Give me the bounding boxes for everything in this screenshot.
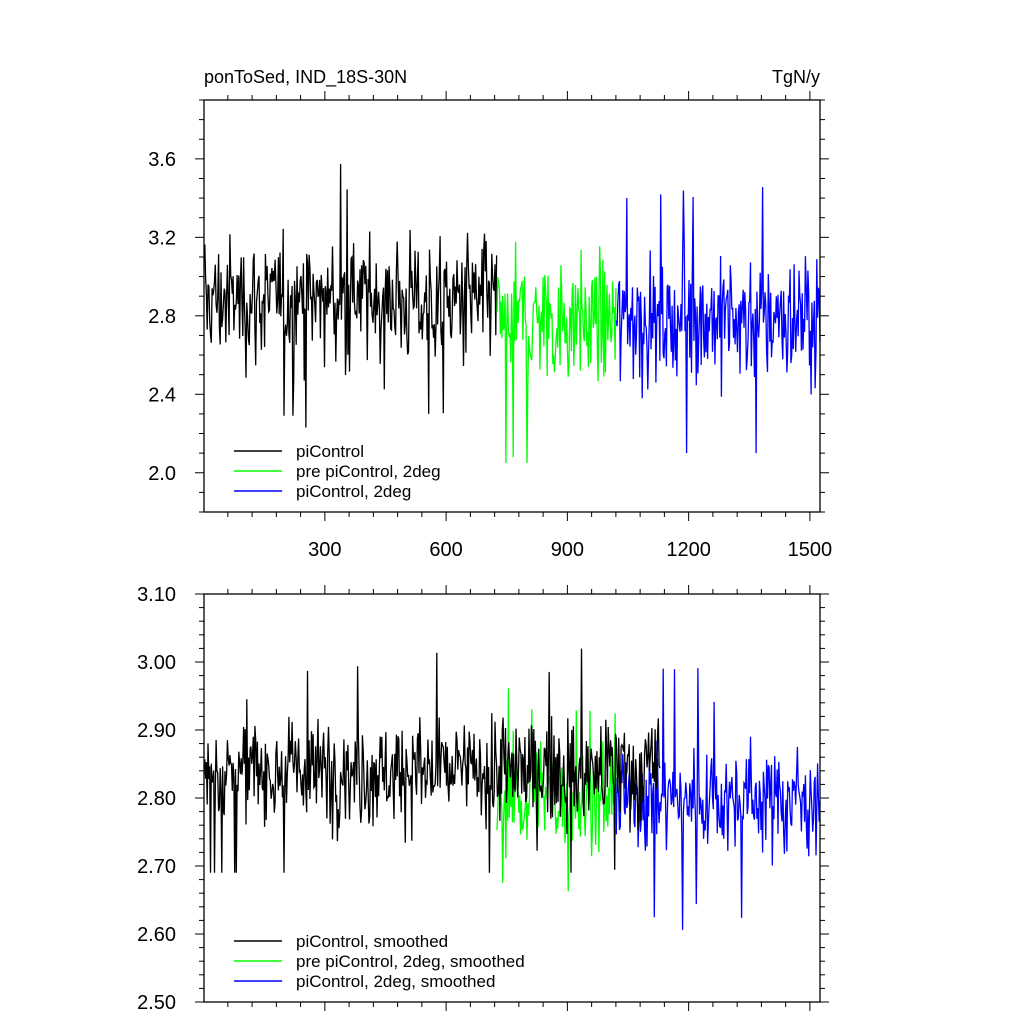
y-tick-label: 2.8 <box>148 306 176 328</box>
y-tick-label: 3.00 <box>137 652 176 674</box>
y-tick-label: 2.0 <box>148 463 176 485</box>
legend-label-0: piControl, smoothed <box>296 932 448 951</box>
series-line-2 <box>615 668 821 930</box>
legend-label-2: piControl, 2deg, smoothed <box>296 972 495 991</box>
y-tick-label: 2.60 <box>137 924 176 946</box>
series-line-0 <box>203 648 661 873</box>
y-tick-label: 2.90 <box>137 720 176 742</box>
series-line-0 <box>203 163 498 428</box>
legend-label-2: piControl, 2deg <box>296 482 411 501</box>
series-lines <box>203 648 821 930</box>
series-line-2 <box>615 187 821 454</box>
top-title-units: TgN/y <box>772 67 820 87</box>
series-line-1 <box>496 241 617 464</box>
legend-label-0: piControl <box>296 442 364 461</box>
legend-label-1: pre piControl, 2deg, smoothed <box>296 952 525 971</box>
y-tick-label: 3.2 <box>148 227 176 249</box>
y-tick-label: 3.6 <box>148 149 176 171</box>
y-tick-label: 2.4 <box>148 384 176 406</box>
y-tick-label: 3.10 <box>137 584 176 606</box>
series-lines <box>203 163 821 464</box>
plot-frame <box>203 99 821 513</box>
bottom-panel: 2.50 2.60 2.70 2.80 2.90 3.00 3.10 piControl, s… <box>137 584 829 1014</box>
y-tick-label: 2.50 <box>137 992 176 1014</box>
x-tick-label: 900 <box>551 539 584 561</box>
y-tick-label: 2.80 <box>137 788 176 810</box>
x-tick-label: 1200 <box>666 539 711 561</box>
top-title-left: ponToSed, IND_18S-30N <box>204 67 407 88</box>
x-tick-label: 600 <box>429 539 462 561</box>
y-tick-label: 2.70 <box>137 856 176 878</box>
legend-label-1: pre piControl, 2deg <box>296 462 441 481</box>
x-tick-label: 1500 <box>788 539 833 561</box>
top-panel: ponToSed, IND_18S-30N TgN/y 300 600 900 120… <box>148 67 832 561</box>
x-tick-label: 300 <box>308 539 341 561</box>
